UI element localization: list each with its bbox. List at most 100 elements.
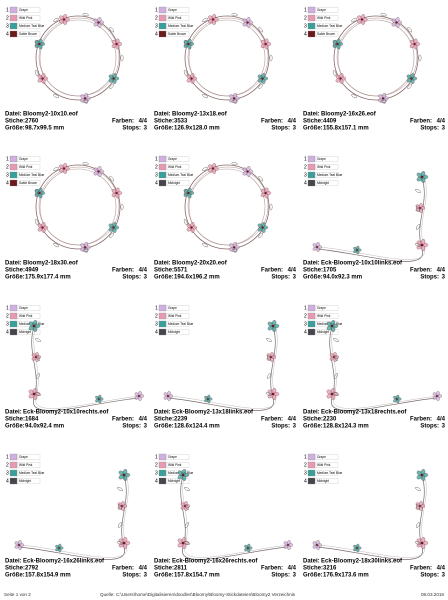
legend-name: Wild Pink	[168, 16, 182, 20]
stitches: 3533	[174, 119, 188, 125]
legend-number: 2	[304, 313, 307, 319]
leaf	[266, 355, 272, 361]
leaf	[333, 373, 339, 379]
stitches: 2760	[25, 119, 39, 125]
legend-swatch	[307, 461, 316, 469]
label: Größe:	[303, 126, 323, 132]
vine	[182, 473, 291, 558]
flower-center	[115, 191, 118, 195]
legend-name: Grape	[168, 455, 177, 459]
legend-swatch	[158, 469, 167, 477]
leaf	[414, 541, 422, 545]
legend-swatch	[158, 320, 167, 328]
legend-name: Medium Teal Blue	[317, 24, 343, 28]
legend-swatch	[9, 304, 18, 312]
legend-box	[17, 180, 41, 186]
legend-swatch	[158, 461, 167, 469]
design-cell: 1 Grape 2 Wild Pink 3 Medium Teal Blue 4 Sable …	[303, 6, 446, 132]
legend-name: Wild Pink	[19, 165, 33, 169]
legend-box	[315, 454, 339, 460]
label: Stiche:	[303, 566, 323, 572]
legend-swatch	[9, 155, 18, 163]
size: 175.9x177.4 mm	[25, 275, 71, 281]
legend-box	[315, 156, 339, 162]
legend-box	[166, 454, 190, 460]
leaf	[351, 94, 357, 99]
flower-center	[207, 398, 209, 400]
file-name: Eck-Bloomy2-16x26links.eof	[23, 559, 105, 565]
colors-count: 4/4	[288, 417, 297, 423]
leaf	[53, 17, 59, 22]
flower-center	[419, 505, 421, 507]
legend-box	[315, 462, 339, 468]
leaf	[231, 99, 238, 103]
leaf	[117, 504, 123, 510]
label: Größe:	[303, 424, 323, 430]
legend-swatch	[9, 179, 18, 187]
flower-center	[360, 18, 364, 21]
legend-name: Grape	[19, 157, 28, 161]
leaf	[266, 373, 272, 379]
label: Farben:	[261, 119, 283, 125]
legend-name: Wild Pink	[317, 165, 331, 169]
leaf	[266, 337, 272, 343]
flower-center	[261, 77, 264, 80]
size: 98.7x99.5 mm	[25, 126, 64, 132]
legend-number: 3	[304, 470, 307, 476]
legend-number: 3	[6, 23, 9, 29]
flower-center	[247, 547, 249, 549]
legend-swatch	[158, 171, 167, 179]
flower-center	[356, 249, 358, 251]
wreath-ring	[38, 17, 120, 97]
label: Größe:	[5, 424, 25, 430]
leaf	[258, 27, 264, 33]
flower-center	[232, 246, 236, 249]
legend-swatch	[307, 14, 316, 22]
leaf	[418, 54, 422, 62]
legend-swatch	[158, 155, 167, 163]
flower-center	[264, 42, 267, 46]
legend-number: 3	[155, 321, 158, 327]
flower-center	[420, 473, 424, 477]
flower-center	[246, 21, 249, 24]
design-cell: 1 Grape 2 Wild Pink 3 Medium Teal Blue 4 Sable …	[154, 6, 297, 132]
legend-box	[17, 478, 41, 484]
stops: 3	[144, 424, 148, 430]
vine	[318, 175, 427, 260]
stitches: 1705	[323, 268, 337, 274]
legend-box	[166, 172, 190, 178]
legend-box	[315, 7, 339, 13]
label: Datei:	[5, 559, 22, 565]
leaf	[231, 162, 238, 166]
legend-number: 4	[6, 478, 9, 484]
label: Stiche:	[5, 566, 25, 572]
legend-number: 2	[304, 462, 307, 468]
leaf	[202, 243, 208, 248]
colors-count: 4/4	[139, 566, 148, 572]
size: 94.0x92.4 mm	[25, 424, 64, 430]
label: Stops:	[122, 126, 141, 132]
colors-count: 4/4	[288, 268, 297, 274]
label: Stiche:	[5, 268, 25, 274]
leaf	[351, 17, 357, 22]
file-name: Bloomy2-18x30.eof	[23, 261, 79, 267]
leaf	[34, 219, 39, 226]
file-name: Eck-Bloomy2-13x18rechts.eof	[321, 410, 407, 416]
legend-box	[166, 321, 190, 327]
legend-swatch	[9, 163, 18, 171]
flower-center	[187, 191, 190, 195]
wreath-ring	[39, 168, 117, 246]
label: Größe:	[5, 126, 25, 132]
legend-box	[17, 313, 41, 319]
legend-name: Wild Pink	[19, 16, 33, 20]
leaf	[380, 99, 387, 103]
size: 128.6x124.4 mm	[174, 424, 220, 430]
legend-name: Grape	[317, 306, 326, 310]
legend-number: 3	[304, 172, 307, 178]
colors-count: 4/4	[139, 417, 148, 423]
legend-number: 3	[155, 470, 158, 476]
file-name: Eck-Bloomy2-10x10rechts.eof	[23, 410, 109, 416]
label: Datei:	[5, 112, 22, 118]
